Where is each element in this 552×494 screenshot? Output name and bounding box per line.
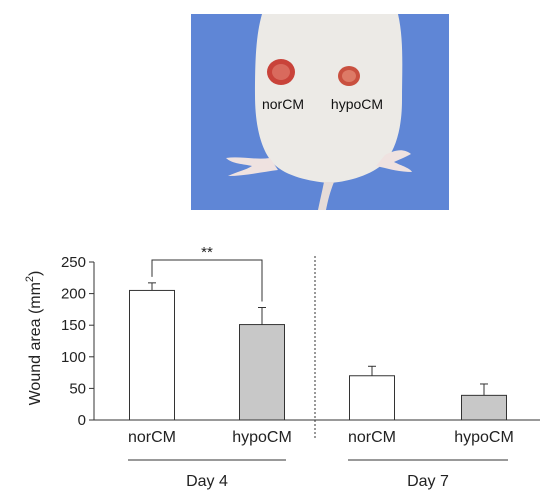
bar-hypocm-day4: [239, 324, 285, 421]
category-label: hypoCM: [454, 429, 514, 446]
mouse-body: [255, 14, 403, 183]
category-label: norCM: [128, 429, 176, 446]
bars: [129, 282, 507, 421]
y-tick-label: 50: [69, 380, 86, 397]
y-tick-label: 200: [61, 286, 86, 303]
mouse-left-hindpaw: [226, 157, 278, 176]
wound-norcm-inner: [272, 64, 290, 80]
y-axis-title: Wound area (mm2): [24, 271, 44, 406]
category-labels: norCM hypoCM norCM hypoCM: [128, 429, 514, 446]
mouse-wound-photo: norCM hypoCM: [191, 14, 449, 210]
wound-hypocm-inner: [342, 70, 356, 82]
y-tick-label: 0: [78, 412, 86, 429]
significance-label: **: [201, 244, 213, 261]
significance-bracket: **: [151, 244, 263, 302]
significance-line: [151, 259, 263, 302]
group-label: Day 4: [186, 473, 228, 490]
y-tick-label: 100: [61, 349, 86, 366]
y-axis: 0 50 100 150 200 250: [61, 254, 540, 429]
bar-hypocm-day7: [461, 394, 507, 421]
mouse-right-hindpaw: [376, 150, 412, 172]
y-tick-label: 250: [61, 254, 86, 271]
category-label: hypoCM: [232, 429, 292, 446]
y-tick-label: 150: [61, 317, 86, 334]
category-label: norCM: [348, 429, 396, 446]
y-axis-title-superscript: 2: [24, 276, 36, 282]
photo-label-norcm: norCM: [262, 96, 304, 112]
mouse-tail: [318, 182, 334, 210]
bar-norcm-day4: [129, 289, 175, 421]
y-axis-title-close: ): [27, 271, 44, 276]
group-labels: Day 4 Day 7: [128, 459, 508, 490]
photo-label-hypocm: hypoCM: [331, 96, 383, 112]
group-label: Day 7: [407, 473, 449, 490]
bar-norcm-day7: [349, 375, 395, 421]
